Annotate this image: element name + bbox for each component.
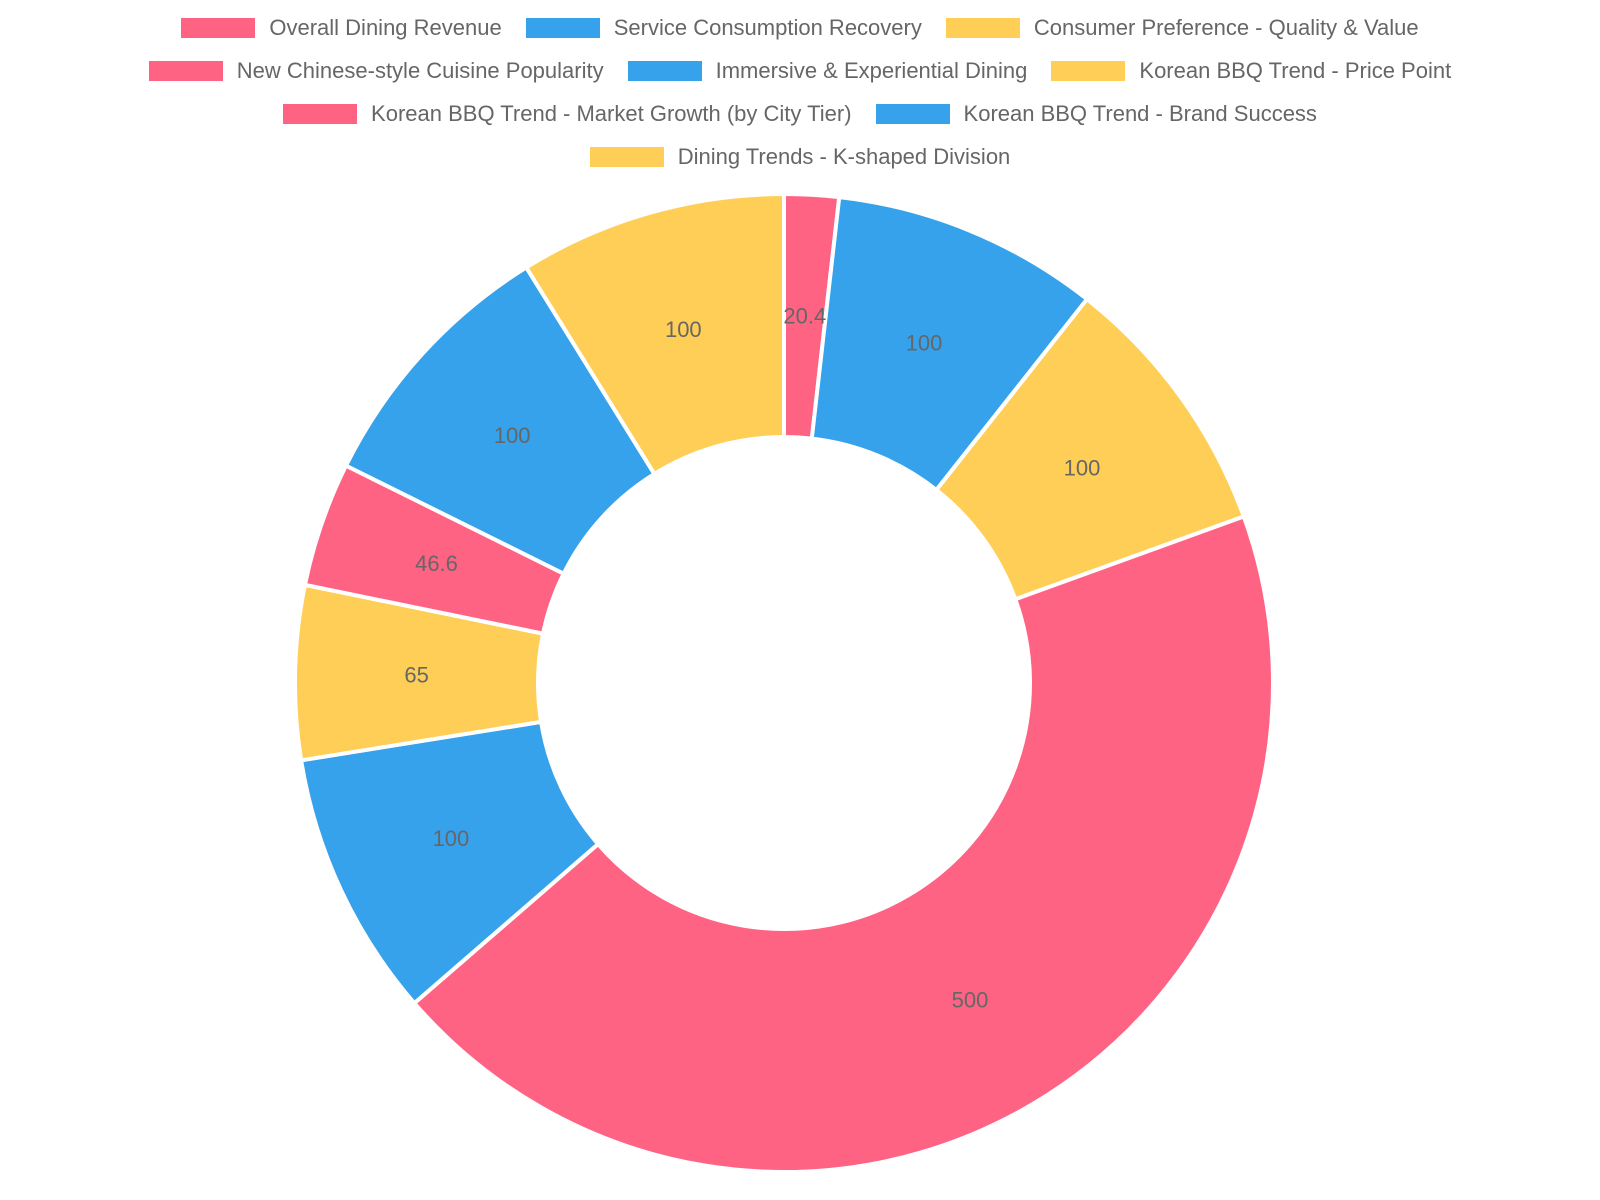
slice-labels-group: 20.4 100 100 500 100 65 46.6 100 100 (404, 304, 1100, 1013)
slice-value-label: 65 (404, 663, 428, 688)
legend-swatch (945, 18, 1020, 38)
slice-value-label: 100 (433, 826, 470, 851)
legend-item[interactable]: Korean BBQ Trend - Brand Success (875, 100, 1317, 128)
legend-row: Korean BBQ Trend - Market Growth (by Cit… (283, 100, 1317, 128)
chart-legend: Overall Dining Revenue Service Consumptio… (0, 14, 1600, 171)
legend-label: Korean BBQ Trend - Brand Success (963, 101, 1317, 126)
legend-item[interactable]: Dining Trends - K-shaped Division (589, 143, 1011, 171)
legend-label: Dining Trends - K-shaped Division (677, 144, 1011, 169)
legend-item[interactable]: Service Consumption Recovery (525, 14, 922, 42)
slices-group (293, 191, 1275, 1174)
legend-swatch (627, 61, 702, 81)
legend-row: New Chinese-style Cuisine Popularity Imme… (148, 57, 1451, 85)
legend-swatch (525, 18, 600, 38)
slice-value-label: 20.4 (783, 304, 826, 329)
legend-item[interactable]: New Chinese-style Cuisine Popularity (148, 57, 604, 85)
slice-value-label: 100 (494, 423, 531, 448)
slice-value-label: 100 (1064, 455, 1101, 480)
legend-item[interactable]: Immersive & Experiential Dining (627, 57, 1028, 85)
slice-value-label: 100 (665, 317, 702, 342)
slice-4[interactable] (411, 513, 1275, 1174)
legend-item[interactable]: Korean BBQ Trend - Price Point (1051, 57, 1451, 85)
legend-item[interactable]: Overall Dining Revenue (181, 14, 502, 42)
legend-swatch (148, 61, 223, 81)
legend-label: Service Consumption Recovery (613, 15, 922, 40)
legend-swatch (589, 147, 664, 167)
legend-label: New Chinese-style Cuisine Popularity (236, 58, 604, 83)
slice-value-label: 500 (952, 987, 989, 1012)
legend-label: Immersive & Experiential Dining (715, 58, 1028, 83)
legend-swatch (181, 18, 256, 38)
legend-label: Overall Dining Revenue (269, 15, 502, 40)
slice-value-label: 100 (906, 331, 943, 356)
legend-swatch (1051, 61, 1126, 81)
legend-swatch (283, 104, 358, 124)
legend-item[interactable]: Consumer Preference - Quality & Value (945, 14, 1419, 42)
legend-swatch (875, 104, 950, 124)
legend-label: Consumer Preference - Quality & Value (1033, 15, 1419, 40)
legend-label: Korean BBQ Trend - Market Growth (by Cit… (371, 101, 852, 126)
legend-label: Korean BBQ Trend - Price Point (1139, 58, 1452, 83)
legend-row: Dining Trends - K-shaped Division (589, 143, 1011, 171)
slice-9[interactable] (523, 191, 786, 477)
slice-value-label: 46.6 (415, 551, 458, 576)
legend-row: Overall Dining Revenue Service Consumptio… (181, 14, 1419, 42)
legend-item[interactable]: Korean BBQ Trend - Market Growth (by Cit… (283, 100, 852, 128)
